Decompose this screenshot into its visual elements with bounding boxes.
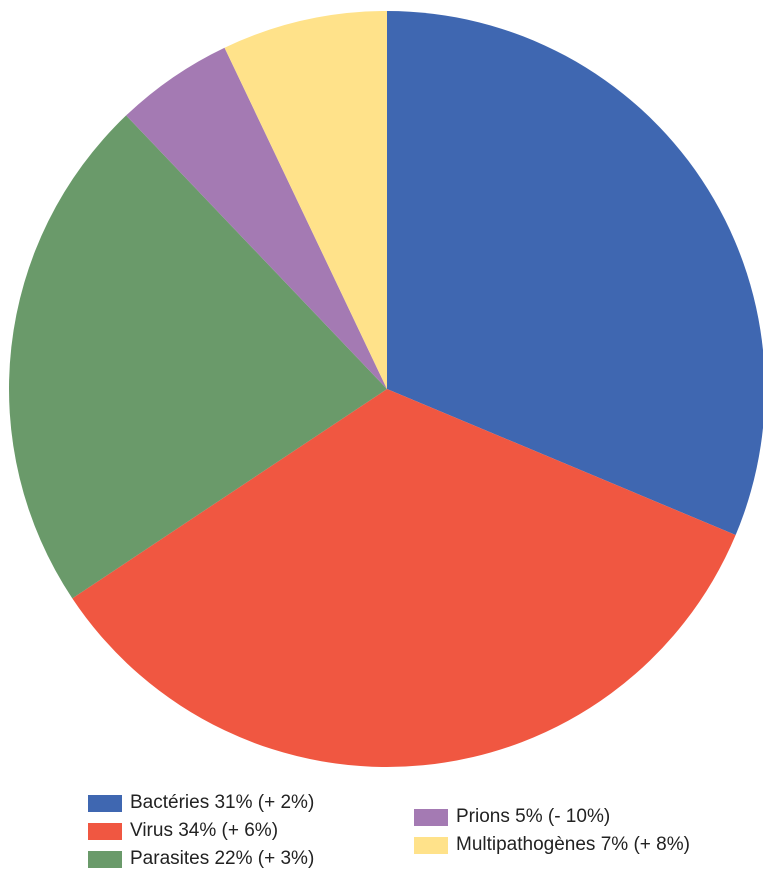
legend-swatch-multipathogenes [414, 836, 448, 854]
legend-label-virus: Virus 34% (+ 6%) [130, 820, 279, 841]
legend-item-multipathogenes: Multipathogènes 7% (+ 8%) [414, 834, 690, 856]
pie-slice-2 [9, 115, 388, 599]
legend-label-prions: Prions 5% (- 10%) [456, 806, 611, 827]
legend-item-bacteries: Bactéries 31% (+ 2%) [88, 792, 314, 814]
legend-swatch-bacteries [88, 794, 122, 812]
legend-item-virus: Virus 34% (+ 6%) [88, 820, 278, 842]
legend-swatch-parasites [88, 850, 122, 868]
pie-slice-4 [224, 11, 387, 389]
legend-swatch-prions [414, 808, 448, 826]
pie-slice-3 [126, 47, 388, 389]
pie-slice-0 [387, 11, 763, 536]
legend-label-bacteries: Bactéries 31% (+ 2%) [130, 792, 315, 813]
pie-slice-1 [72, 389, 736, 767]
legend-item-prions: Prions 5% (- 10%) [414, 806, 610, 828]
legend-item-parasites: Parasites 22% (+ 3%) [88, 848, 314, 870]
legend-label-multipathogenes: Multipathogènes 7% (+ 8%) [456, 834, 690, 855]
legend-swatch-virus [88, 822, 122, 840]
legend-label-parasites: Parasites 22% (+ 3%) [130, 848, 315, 869]
